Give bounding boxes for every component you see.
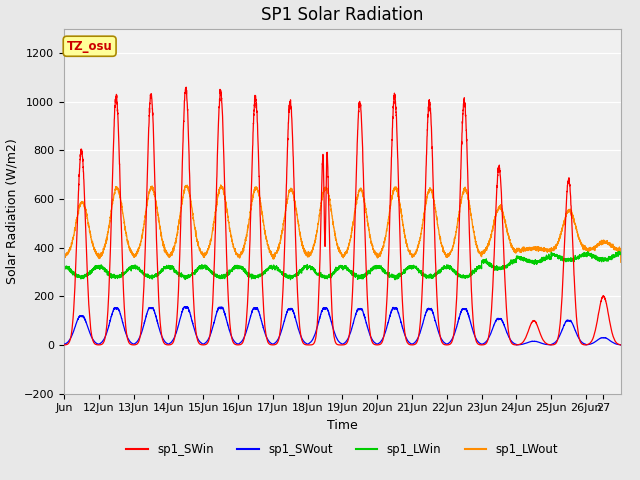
Legend: sp1_SWin, sp1_SWout, sp1_LWin, sp1_LWout: sp1_SWin, sp1_SWout, sp1_LWin, sp1_LWout [122,438,563,461]
X-axis label: Time: Time [327,419,358,432]
Text: TZ_osu: TZ_osu [67,40,113,53]
Title: SP1 Solar Radiation: SP1 Solar Radiation [261,6,424,24]
Y-axis label: Solar Radiation (W/m2): Solar Radiation (W/m2) [5,138,18,284]
